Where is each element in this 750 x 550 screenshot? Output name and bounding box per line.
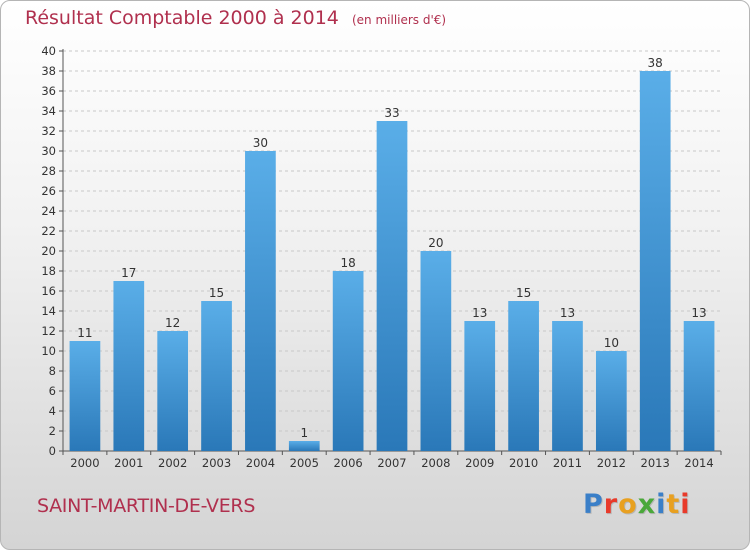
y-tick-label: 8 bbox=[49, 364, 56, 378]
data-labels: 11 17 12 15 30 1 18 33 20 13 15 13 10 38 13 bbox=[77, 56, 706, 440]
data-label: 13 bbox=[560, 306, 575, 320]
bar bbox=[245, 151, 276, 451]
x-tick-label: 2000 bbox=[70, 456, 99, 470]
bar bbox=[552, 321, 583, 451]
data-label: 10 bbox=[604, 336, 619, 350]
y-tick-label: 30 bbox=[41, 144, 56, 158]
bar bbox=[595, 351, 627, 451]
y-tick-label: 36 bbox=[41, 84, 56, 98]
bar bbox=[464, 321, 496, 451]
logo-letter: r bbox=[603, 489, 619, 520]
y-tick-label: 6 bbox=[49, 384, 56, 398]
y-tick-label: 26 bbox=[41, 184, 56, 198]
y-tick-label: 34 bbox=[41, 104, 56, 118]
x-tick-label: 2012 bbox=[597, 456, 626, 470]
bar bbox=[288, 441, 320, 451]
town-name: SAINT-MARTIN-DE-VERS bbox=[37, 495, 256, 517]
y-tick-label: 4 bbox=[49, 404, 56, 418]
bars bbox=[69, 71, 715, 451]
data-label: 38 bbox=[648, 56, 663, 70]
data-label: 30 bbox=[253, 136, 268, 150]
x-tick-label: 2009 bbox=[465, 456, 494, 470]
bar bbox=[201, 301, 232, 451]
logo-letter: t bbox=[666, 489, 681, 520]
y-tick-label: 12 bbox=[41, 324, 56, 338]
data-label: 1 bbox=[300, 426, 308, 440]
x-tick-label: 2005 bbox=[290, 456, 319, 470]
data-label: 15 bbox=[209, 286, 224, 300]
data-label: 15 bbox=[516, 286, 531, 300]
bar bbox=[332, 271, 364, 451]
logo-letter: i bbox=[656, 489, 667, 520]
x-tick-label: 2001 bbox=[114, 456, 143, 470]
bar bbox=[69, 341, 101, 451]
y-tick-label: 28 bbox=[41, 164, 56, 178]
bar bbox=[508, 301, 539, 451]
x-tick-label: 2010 bbox=[509, 456, 538, 470]
y-tick-label: 20 bbox=[41, 244, 56, 258]
data-label: 20 bbox=[428, 236, 443, 250]
x-tick-label: 2002 bbox=[158, 456, 187, 470]
chart-title-unit: (en milliers d'€) bbox=[351, 13, 447, 27]
x-tick-label: 2004 bbox=[246, 456, 275, 470]
y-tick-label: 32 bbox=[41, 124, 56, 138]
x-tick-labels: 2000 2001 2002 2003 2004 2005 2006 2007 2008 2009… bbox=[70, 456, 713, 470]
y-tick-label: 24 bbox=[41, 204, 56, 218]
y-tick-label: 16 bbox=[41, 284, 56, 298]
data-label: 12 bbox=[165, 316, 180, 330]
bar bbox=[113, 281, 145, 451]
x-tick-label: 2008 bbox=[421, 456, 450, 470]
data-label: 33 bbox=[384, 106, 399, 120]
x-tick-label: 2013 bbox=[641, 456, 670, 470]
bar bbox=[376, 121, 408, 451]
logo-letter: i bbox=[680, 489, 691, 520]
y-tick-label: 14 bbox=[41, 304, 56, 318]
x-tick-label: 2014 bbox=[684, 456, 713, 470]
chart-title-main: Résultat Comptable 2000 à 2014 bbox=[25, 7, 339, 29]
y-tick-label: 18 bbox=[41, 264, 56, 278]
bar bbox=[157, 331, 189, 451]
chart-title: Résultat Comptable 2000 à 2014 (en milli… bbox=[25, 7, 446, 29]
bar bbox=[683, 321, 715, 451]
data-label: 18 bbox=[340, 256, 355, 270]
y-tick-label: 22 bbox=[41, 224, 56, 238]
x-tick-label: 2003 bbox=[202, 456, 231, 470]
y-tick-label: 38 bbox=[41, 64, 56, 78]
bar bbox=[420, 251, 452, 451]
logo-letter: P bbox=[583, 489, 604, 520]
logo-letter: x bbox=[637, 489, 657, 520]
y-tick-label: 10 bbox=[41, 344, 56, 358]
data-label: 11 bbox=[77, 326, 92, 340]
x-tick-label: 2006 bbox=[333, 456, 362, 470]
y-tick-label: 40 bbox=[41, 44, 56, 58]
proxiti-logo[interactable]: Proxiti bbox=[583, 489, 691, 520]
data-label: 13 bbox=[472, 306, 487, 320]
data-label: 17 bbox=[121, 266, 136, 280]
y-tick-label: 2 bbox=[49, 424, 56, 438]
data-label: 13 bbox=[691, 306, 706, 320]
bar bbox=[639, 71, 671, 451]
x-tick-label: 2011 bbox=[553, 456, 582, 470]
logo-letter: o bbox=[618, 489, 638, 520]
x-tick-label: 2007 bbox=[377, 456, 406, 470]
y-tick-label: 0 bbox=[49, 444, 56, 458]
